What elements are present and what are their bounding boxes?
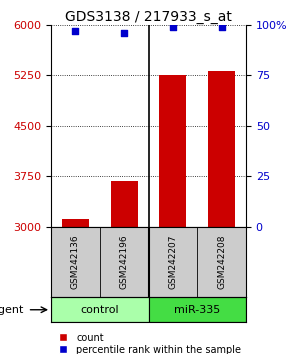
Bar	[51, 297, 148, 322]
Bar	[148, 297, 246, 322]
Title: GDS3138 / 217933_s_at: GDS3138 / 217933_s_at	[65, 10, 232, 24]
Bar	[111, 181, 137, 227]
Text: GSM242136: GSM242136	[71, 235, 80, 289]
Bar	[160, 75, 186, 227]
Point	[73, 28, 78, 34]
Bar	[62, 219, 89, 227]
Text: GSM242208: GSM242208	[217, 235, 226, 289]
Point	[170, 24, 175, 30]
Text: miR-335: miR-335	[174, 305, 220, 315]
Text: agent: agent	[0, 305, 24, 315]
Text: control: control	[80, 305, 119, 315]
Text: GSM242207: GSM242207	[168, 235, 177, 289]
Text: GSM242196: GSM242196	[120, 235, 129, 289]
Bar	[208, 71, 235, 227]
Point	[122, 30, 127, 36]
Legend: count, percentile rank within the sample: count, percentile rank within the sample	[50, 329, 245, 354]
Point	[219, 24, 224, 30]
